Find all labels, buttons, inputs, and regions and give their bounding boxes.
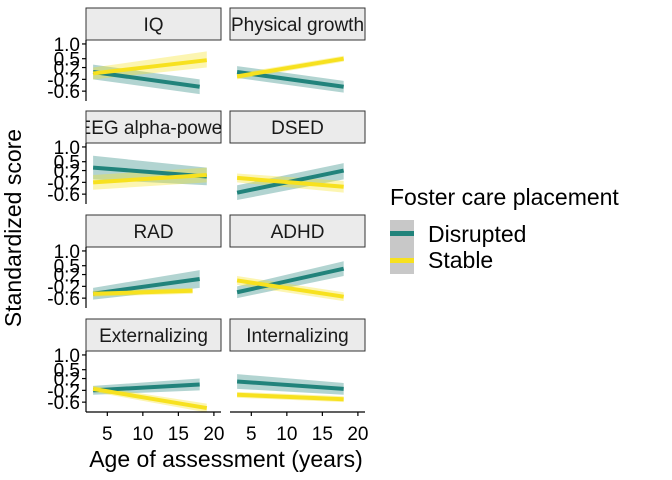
y-tick-label: 0.5 (54, 153, 80, 174)
strip-label: DSED (271, 118, 324, 139)
trend-line-stable (92, 172, 207, 185)
trend-line-disrupted (236, 266, 345, 295)
strip-label: Physical growth (231, 15, 364, 36)
y-tick-label: -0.2 (47, 173, 80, 194)
panels-group: IQ Physical growth EEG alpha-power DSED RAD A… (79, 7, 366, 413)
y-tick-label: 1.0 (54, 242, 80, 263)
trend-line-stable (237, 392, 344, 402)
strip-label: EEG alpha-power (79, 118, 230, 139)
trend-line-stable (236, 175, 344, 189)
strip-label: ADHD (271, 222, 325, 243)
legend-item-disrupted: Disrupted (390, 220, 526, 247)
facet-panel-physical-growth: Physical growth (229, 7, 366, 93)
y-tick-label: -0.6 (47, 393, 80, 414)
y-tick-label: -0.6 (47, 289, 80, 310)
x-tick-label: 5 (246, 424, 257, 445)
legend-item-stable: Stable (390, 247, 493, 274)
facet-panel-internalizing: Internalizing (229, 318, 366, 403)
y-tick-label: 0.2 (54, 370, 80, 391)
x-tick-label: 10 (276, 424, 297, 445)
y-tick-label: 0.2 (54, 59, 80, 80)
legend-label-stable: Stable (428, 247, 493, 273)
x-tick-label: 15 (312, 424, 333, 445)
trend-line-stable (236, 56, 345, 79)
strip-background (85, 7, 222, 41)
strip-background (229, 214, 366, 248)
facet-panel-externalizing: Externalizing (85, 318, 222, 413)
facet-panel-iq: IQ (85, 7, 222, 95)
y-tick-label: 0.5 (54, 361, 80, 382)
y-tick-label: -0.2 (47, 277, 80, 298)
trend-line-disrupted (236, 379, 344, 391)
strip-background (229, 7, 366, 41)
trend-line-disrupted (92, 69, 200, 89)
x-tick-label: 20 (347, 424, 368, 445)
strip-background (85, 318, 222, 352)
y-tick-label: 0.5 (54, 257, 80, 278)
strip-background (229, 318, 366, 352)
trend-line-stable (93, 288, 193, 296)
y-tick-label: -0.2 (47, 70, 80, 91)
strip-background (85, 214, 222, 248)
y-tick-label: 1.0 (54, 346, 80, 367)
x-tick-label: 5 (102, 424, 113, 445)
strip-label: Externalizing (99, 326, 208, 347)
y-tick-label: 0.2 (54, 266, 80, 287)
facet-panel-eeg-alpha-power: EEG alpha-power (79, 110, 230, 190)
y-tick-label: -0.6 (47, 185, 80, 206)
strip-label: IQ (143, 15, 163, 36)
x-axis-title: Age of assessment (years) (89, 446, 363, 472)
strip-background (229, 110, 366, 144)
trend-line-stable (92, 58, 208, 76)
strip-label: RAD (133, 222, 173, 243)
facet-panel-adhd: ADHD (229, 214, 366, 302)
strip-background (85, 110, 222, 144)
y-tick-label: -0.6 (47, 82, 80, 103)
y-tick-label: -0.2 (47, 381, 80, 402)
y-axis-title: Standardized score (0, 129, 26, 327)
legend-label-disrupted: Disrupted (428, 221, 526, 247)
trend-line-stable (92, 386, 208, 411)
trend-line-stable (236, 278, 344, 299)
trend-line-disrupted (92, 382, 200, 393)
strip-label: Internalizing (246, 326, 348, 347)
legend-title: Foster care placement (390, 184, 619, 210)
y-tick-label: 1.0 (54, 138, 80, 159)
facet-panel-dsed: DSED (229, 110, 366, 201)
facet-panel-rad: RAD (85, 214, 222, 300)
y-tick-label: 0.2 (54, 162, 80, 183)
y-tick-label: 1.0 (54, 35, 80, 56)
y-tick-label: 0.5 (54, 50, 80, 71)
x-tick-label: 10 (132, 424, 153, 445)
axes-group: 1.00.50.2-0.2-0.61.00.50.2-0.2-0.61.00.5… (47, 35, 368, 445)
x-tick-label: 20 (203, 424, 224, 445)
x-tick-label: 15 (168, 424, 189, 445)
